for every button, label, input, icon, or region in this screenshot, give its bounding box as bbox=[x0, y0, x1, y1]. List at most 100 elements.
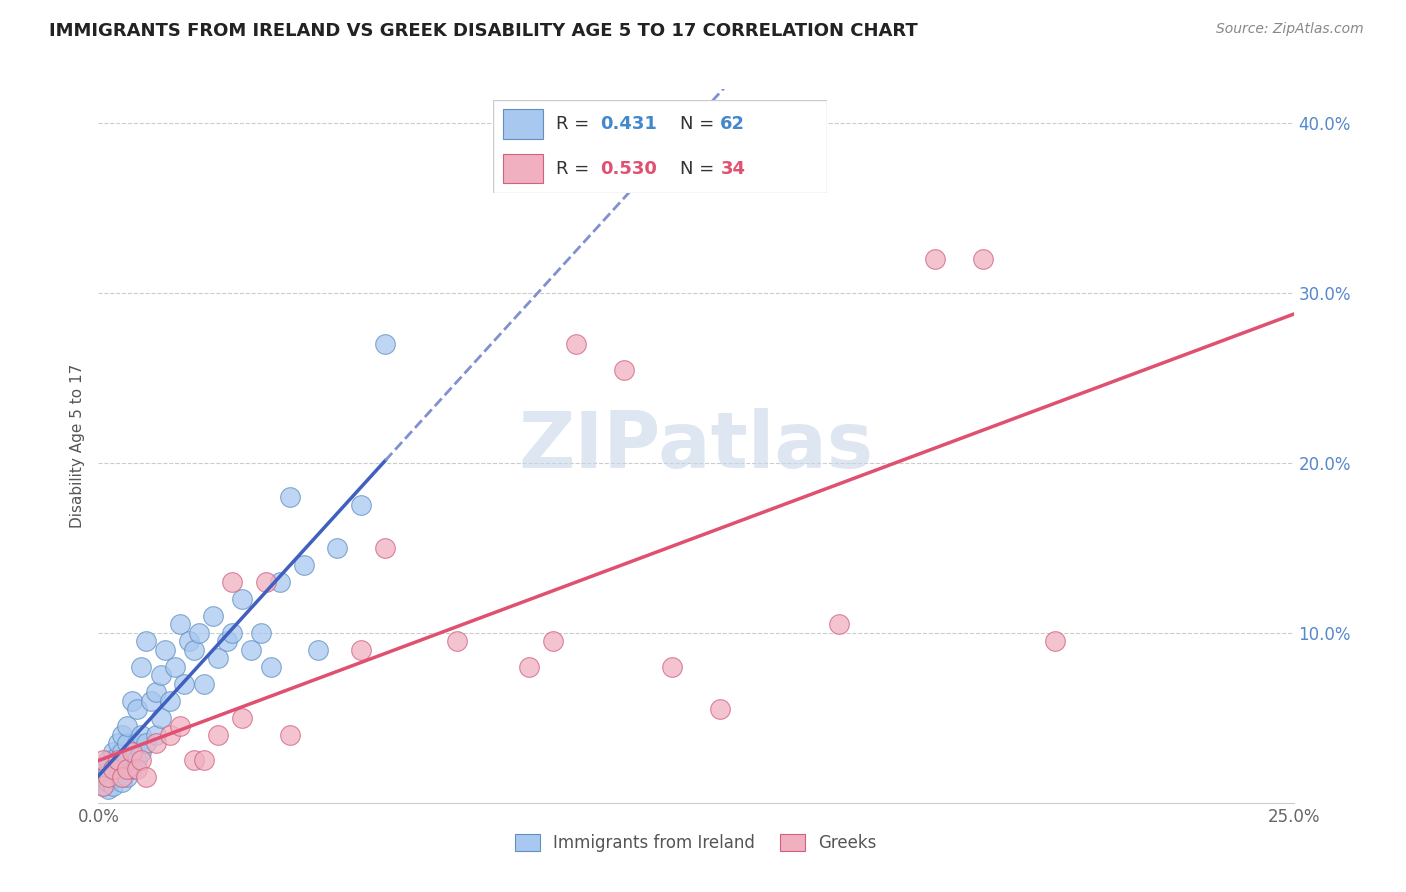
Point bbox=[924, 252, 946, 266]
Point bbox=[139, 694, 162, 708]
Point bbox=[125, 736, 148, 750]
Point bbox=[107, 748, 129, 763]
Point bbox=[193, 753, 215, 767]
Point bbox=[115, 736, 138, 750]
Point bbox=[97, 765, 120, 780]
Point bbox=[278, 728, 301, 742]
Point bbox=[131, 745, 153, 759]
Point bbox=[135, 770, 157, 784]
Point bbox=[155, 643, 177, 657]
Point bbox=[446, 634, 468, 648]
Point bbox=[307, 643, 329, 657]
Point bbox=[149, 668, 172, 682]
Point bbox=[91, 779, 114, 793]
Point bbox=[91, 753, 114, 767]
Point bbox=[163, 660, 186, 674]
Point bbox=[111, 745, 134, 759]
Point bbox=[111, 775, 134, 789]
Point bbox=[107, 758, 129, 772]
Point bbox=[91, 770, 114, 784]
Point bbox=[121, 762, 143, 776]
Point bbox=[115, 762, 138, 776]
Point bbox=[107, 736, 129, 750]
Point bbox=[254, 574, 277, 589]
Point bbox=[661, 660, 683, 674]
Point bbox=[972, 252, 994, 266]
Point bbox=[101, 762, 124, 776]
Point bbox=[111, 762, 134, 776]
Point bbox=[250, 626, 273, 640]
Point bbox=[101, 745, 124, 759]
Point bbox=[107, 753, 129, 767]
Point bbox=[135, 634, 157, 648]
Point bbox=[121, 694, 143, 708]
Point bbox=[179, 634, 201, 648]
Point bbox=[292, 558, 315, 572]
Point bbox=[101, 779, 124, 793]
Point bbox=[613, 362, 636, 376]
Point bbox=[231, 591, 253, 606]
Point bbox=[97, 775, 120, 789]
Point bbox=[115, 770, 138, 784]
Point bbox=[115, 719, 138, 733]
Point bbox=[187, 626, 209, 640]
Point bbox=[131, 753, 153, 767]
Point bbox=[111, 728, 134, 742]
Point bbox=[565, 337, 588, 351]
Point bbox=[135, 736, 157, 750]
Point bbox=[278, 490, 301, 504]
Point bbox=[101, 762, 124, 776]
Point bbox=[374, 541, 396, 555]
Point bbox=[183, 643, 205, 657]
Point bbox=[828, 617, 851, 632]
Point bbox=[91, 779, 114, 793]
Point bbox=[193, 677, 215, 691]
Text: Source: ZipAtlas.com: Source: ZipAtlas.com bbox=[1216, 22, 1364, 37]
Point bbox=[121, 745, 143, 759]
Point bbox=[221, 626, 243, 640]
Text: ZIPatlas: ZIPatlas bbox=[519, 408, 873, 484]
Point bbox=[173, 677, 195, 691]
Point bbox=[131, 660, 153, 674]
Point bbox=[91, 762, 114, 776]
Point bbox=[107, 770, 129, 784]
Point bbox=[169, 719, 191, 733]
Legend: Immigrants from Ireland, Greeks: Immigrants from Ireland, Greeks bbox=[509, 827, 883, 859]
Point bbox=[145, 685, 167, 699]
Point bbox=[221, 574, 243, 589]
Point bbox=[169, 617, 191, 632]
Point bbox=[231, 711, 253, 725]
Point bbox=[1043, 634, 1066, 648]
Point bbox=[541, 634, 564, 648]
Point bbox=[240, 643, 263, 657]
Point bbox=[121, 745, 143, 759]
Point bbox=[111, 770, 134, 784]
Point bbox=[97, 782, 120, 797]
Point bbox=[97, 753, 120, 767]
Point bbox=[125, 762, 148, 776]
Point bbox=[207, 728, 229, 742]
Point bbox=[159, 728, 181, 742]
Point bbox=[115, 753, 138, 767]
Point bbox=[217, 634, 239, 648]
Point bbox=[125, 753, 148, 767]
Point bbox=[125, 702, 148, 716]
Point bbox=[326, 541, 349, 555]
Point bbox=[183, 753, 205, 767]
Point bbox=[269, 574, 291, 589]
Point bbox=[259, 660, 281, 674]
Text: IMMIGRANTS FROM IRELAND VS GREEK DISABILITY AGE 5 TO 17 CORRELATION CHART: IMMIGRANTS FROM IRELAND VS GREEK DISABIL… bbox=[49, 22, 918, 40]
Point bbox=[350, 499, 373, 513]
Point bbox=[131, 728, 153, 742]
Point bbox=[145, 736, 167, 750]
Point bbox=[207, 651, 229, 665]
Point bbox=[202, 608, 225, 623]
Point bbox=[517, 660, 540, 674]
Point bbox=[149, 711, 172, 725]
Point bbox=[159, 694, 181, 708]
Point bbox=[97, 770, 120, 784]
Point bbox=[350, 643, 373, 657]
Point bbox=[709, 702, 731, 716]
Point bbox=[374, 337, 396, 351]
Point bbox=[145, 728, 167, 742]
